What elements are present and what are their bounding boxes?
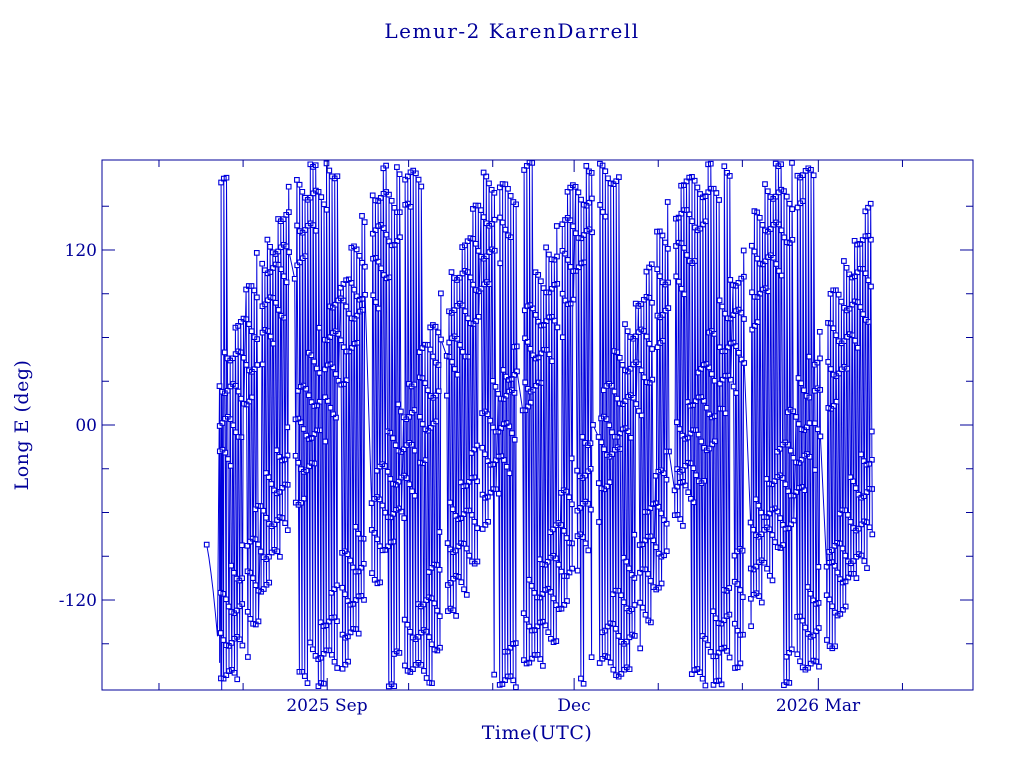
longitude-track-line xyxy=(206,162,873,690)
y-tick-label-00: 00 xyxy=(75,416,97,436)
data-series-layer xyxy=(203,160,876,690)
x-tick-label-dec: Dec xyxy=(557,696,590,716)
x-tick-label-sep: 2025 Sep xyxy=(286,696,367,716)
x-tick-label-mar: 2026 Mar xyxy=(776,696,861,716)
y-axis-title: Long E (deg) xyxy=(11,360,33,491)
pass-point-markers xyxy=(203,160,876,690)
y-tick-label-120: 120 xyxy=(65,241,97,261)
plot-frame xyxy=(101,159,974,691)
axis-tick-layer xyxy=(102,160,973,690)
x-axis-title: Time(UTC) xyxy=(482,722,593,744)
chart-title: Lemur-2 KarenDarrell xyxy=(384,19,639,43)
y-tick-label-minus120: -120 xyxy=(59,591,97,611)
